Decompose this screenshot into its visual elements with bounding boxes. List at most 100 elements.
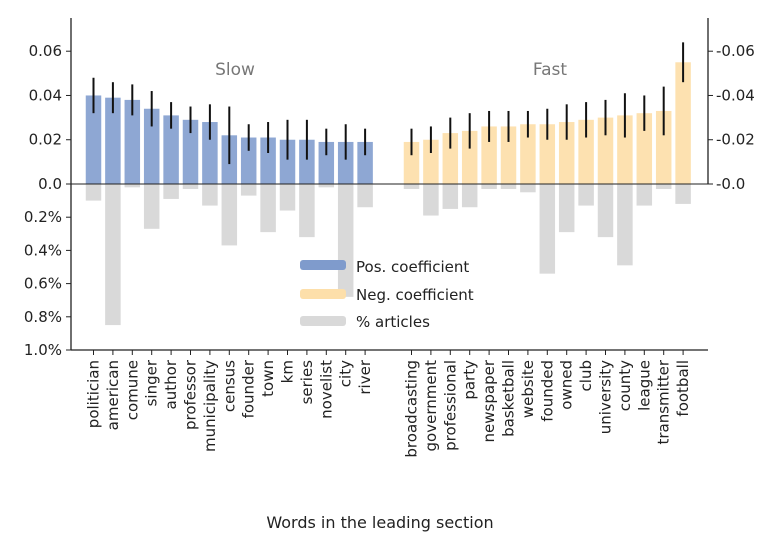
category-label-american: american [104,360,122,430]
pct-bar-basketball [500,184,517,189]
legend-swatch-neg [300,289,346,299]
tick-labels: 0.0 0.02 0.04 0.06 -0.0 -0.02 -0.04 -0.06 0.2% 0.… [24,42,755,359]
coef-bar-owned [558,122,575,184]
coef-bar-county [617,115,633,184]
category-label-football: football [674,360,692,417]
category-label-founder: founder [240,359,258,418]
legend-label-neg: Neg. coefficient [356,286,474,304]
pct-tick-label-1: 0.4% [24,241,62,259]
pct-bar-newspaper [481,184,497,189]
category-label-novelist: novelist [317,360,335,419]
coef-bar-city [337,141,354,184]
category-label-university: university [597,360,615,434]
category-label-owned: owned [558,360,576,410]
pct-tick-label-2: 0.6% [24,275,62,293]
right-tick-label-1: -0.02 [716,131,755,149]
coef-bar-politician [85,95,102,184]
coef-bar-university [597,117,614,184]
coef-bar-founder [240,137,257,184]
pct-bar-government [423,184,439,216]
right-tick-label-2: -0.04 [716,86,755,104]
coef-bar-professional [442,133,459,184]
right-tick-label-0: -0.0 [716,175,745,193]
pct-bar-founder [240,184,257,196]
category-label-series: series [298,360,316,405]
legend: Pos. coefficient Neg. coefficient % arti… [300,258,474,331]
legend-swatch-pct [300,316,346,326]
pct-bar-party [461,184,478,208]
pct-bar-transmitter [655,184,672,189]
pct-tick-label-0: 0.2% [24,208,62,226]
category-label-government: government [422,360,440,452]
category-label-city: city [337,360,355,387]
category-label-singer: singer [143,359,161,406]
coef-bar-league [636,113,653,184]
pct-tick-label-4: 1.0% [24,341,62,359]
category-label-census: census [220,360,238,412]
pct-bar-census [221,184,238,246]
coef-bar-novelist [318,141,335,184]
pct-bar-politician [85,184,102,201]
pct-bar-club [578,184,594,206]
pct-bar-singer [143,184,160,229]
category-label-newspaper: newspaper [480,359,498,442]
category-label-km: km [279,360,297,383]
category-label-league: league [635,360,653,411]
pct-bar-river [357,184,373,208]
group-label-fast: Fast [533,60,567,80]
coef-bar-singer [143,108,160,184]
pct-bar-league [636,184,653,206]
coef-bar-comune [124,99,141,184]
coef-bar-km [279,139,296,184]
group-label-slow: Slow [215,60,255,80]
pct-bar-novelist [318,184,335,188]
category-label-author: author [162,359,180,409]
pct-bar-county [617,184,633,266]
legend-label-pct: % articles [356,313,430,331]
category-label-website: website [519,360,537,418]
right-tick-label-3: -0.06 [716,42,755,60]
coef-bar-founded [539,124,556,184]
pct-bar-professional [442,184,459,209]
pct-bar-series [299,184,315,238]
pct-bar-author [163,184,179,199]
category-label-river: river [356,359,374,394]
coef-bar-government [423,139,439,184]
category-label-party: party [461,360,479,400]
legend-swatch-pos [300,260,346,270]
pct-bar-american [105,184,121,326]
category-labels: politician american comune singer author prof… [85,359,693,457]
pct-bar-broadcasting [403,184,420,189]
coef-bar-american [105,97,121,184]
category-label-politician: politician [85,360,103,428]
coef-bar-professor [182,119,199,184]
coef-bar-town [260,137,276,184]
coef-bar-author [163,115,179,184]
category-label-founded: founded [538,360,556,422]
category-label-professor: professor [182,359,200,430]
category-label-professional: professional [441,360,459,451]
x-axis-title: Words in the leading section [266,513,493,532]
coef-bar-club [578,119,594,184]
coef-bar-party [461,130,478,184]
axes [66,18,713,355]
pct-bar-km [279,184,296,211]
coef-bar-website [520,124,536,184]
pct-bar-comune [124,184,141,188]
pct-bar-professor [182,184,199,189]
legend-label-pos: Pos. coefficient [356,258,469,276]
pct-bar-football [675,184,691,204]
coef-bar-basketball [500,126,517,184]
pct-bar-owned [558,184,575,233]
category-label-municipality: municipality [201,360,219,452]
error-bars [92,42,685,165]
pct-tick-label-3: 0.8% [24,308,62,326]
coef-bar-municipality [202,122,218,184]
coef-bar-river [357,141,373,184]
left-tick-label-2: 0.04 [29,86,62,104]
category-label-county: county [616,360,634,411]
left-tick-label-0: 0.0 [38,175,62,193]
coef-bar-broadcasting [403,141,420,184]
pct-bar-founded [539,184,556,274]
coef-bar-series [299,139,315,184]
